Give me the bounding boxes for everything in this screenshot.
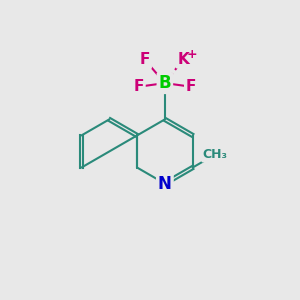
Text: F: F	[186, 79, 196, 94]
Text: +: +	[187, 48, 197, 62]
Text: F: F	[140, 52, 150, 68]
Text: K: K	[177, 52, 189, 67]
Text: N: N	[158, 175, 172, 193]
Text: F: F	[134, 79, 144, 94]
Text: CH₃: CH₃	[203, 148, 228, 161]
Text: B: B	[158, 74, 171, 92]
